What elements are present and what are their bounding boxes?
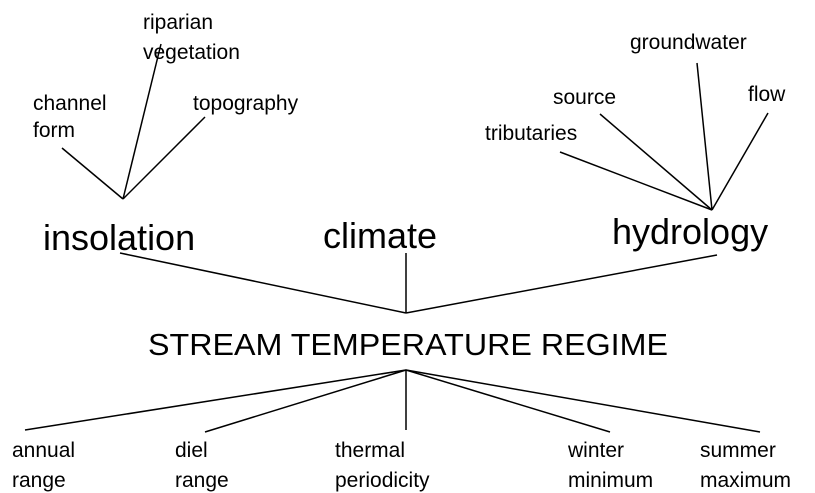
factor-label: vegetation (143, 41, 240, 64)
component-label: annual (12, 439, 75, 462)
factor-label: tributaries (485, 122, 577, 145)
component-label: range (175, 469, 229, 492)
driver-label: hydrology (612, 211, 768, 252)
component-label: thermal (335, 439, 405, 462)
component-label: maximum (700, 469, 791, 492)
factor-label: source (553, 86, 616, 109)
factor-label: groundwater (630, 31, 747, 54)
component-label: range (12, 469, 66, 492)
component-label: minimum (568, 469, 653, 492)
factor-label: channel (33, 92, 107, 115)
component-label: summer (700, 439, 776, 462)
connectors (24, 43, 769, 433)
driver-label: insolation (43, 217, 195, 258)
factor-label: flow (748, 83, 786, 106)
driver-label: climate (323, 215, 437, 256)
component-label: diel (175, 439, 208, 462)
component-label: periodicity (335, 469, 430, 492)
component-label: winter (567, 439, 624, 462)
title: STREAM TEMPERATURE REGIME (148, 327, 668, 362)
factor-label: form (33, 119, 75, 142)
factor-label: riparian (143, 11, 213, 34)
factor-label: topography (193, 92, 299, 115)
